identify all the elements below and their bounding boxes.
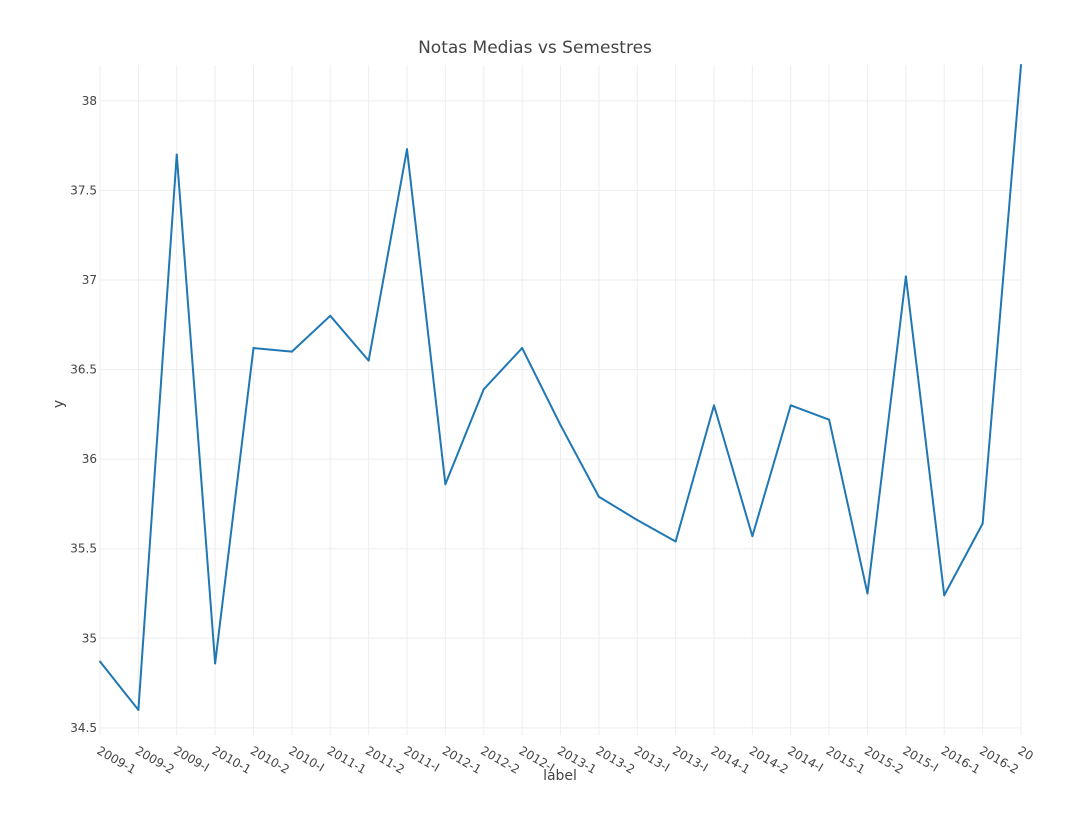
x-tick-label: 2016-2 (977, 743, 1021, 776)
x-tick-label: 2011-I (402, 743, 442, 774)
data-point (904, 275, 907, 278)
x-tick-label: 2013-I (632, 743, 672, 774)
data-point (444, 483, 447, 486)
y-tick-label: 35 (82, 631, 97, 645)
data-point (597, 495, 600, 498)
x-tick-label: 2012-1 (440, 743, 484, 776)
x-axis-title: label (543, 768, 577, 784)
x-tick-label: 2015-1 (824, 743, 868, 776)
y-axis-title: y (51, 400, 67, 408)
x-tick-label: 2015-2 (862, 743, 906, 776)
chart-title: Notas Medias vs Semestres (418, 38, 652, 58)
y-tick-label: 35.5 (70, 542, 97, 556)
data-point (559, 424, 562, 427)
x-tick-label: 2010-I (286, 743, 326, 774)
data-point (214, 662, 217, 665)
data-point (290, 350, 293, 353)
x-tick-label: 2013-2 (593, 743, 637, 776)
y-tick-label: 34.5 (70, 721, 97, 735)
x-tick-label: 2009-1 (95, 743, 139, 776)
data-point (406, 148, 408, 151)
y-tick-label: 36.5 (70, 363, 97, 377)
data-point (636, 519, 639, 522)
data-point (482, 388, 485, 391)
data-point (828, 418, 831, 421)
data-point (329, 314, 332, 317)
x-tick-label: 2016-1 (939, 743, 983, 776)
data-point (521, 347, 524, 350)
x-tick-label: 2015-I (900, 743, 940, 774)
x-tick-label: 2014-2 (747, 743, 791, 776)
x-tick-label: 2009-I (171, 743, 211, 774)
data-point (981, 522, 984, 525)
x-tick-label: 2010-1 (210, 743, 254, 776)
data-point (175, 153, 178, 156)
x-tick-label: 2011-2 (363, 743, 407, 776)
y-tick-label: 37 (82, 273, 97, 287)
data-point (137, 708, 140, 711)
data-point (751, 535, 754, 538)
x-tick-label: 2010-2 (248, 743, 292, 776)
y-tick-labels: 34.5 35 35.5 36 36.5 37 37.5 38 (70, 94, 97, 735)
data-point (1020, 64, 1022, 66)
x-tick-label: 2014-1 (709, 743, 753, 776)
data-point (674, 540, 677, 543)
x-tick-label: 2009-2 (133, 743, 177, 776)
y-tick-label: 37.5 (70, 183, 97, 197)
data-point (713, 404, 715, 407)
x-tick-label: 20 (1016, 743, 1036, 763)
x-gridlines (99, 65, 1022, 735)
data-point (866, 592, 869, 595)
x-tick-label: 2012-2 (478, 743, 522, 776)
data-point (252, 347, 255, 350)
x-tick-label: 2014-I (785, 743, 825, 774)
y-tick-label: 36 (82, 452, 97, 466)
series-group (99, 64, 1022, 711)
x-tick-label: 2011-1 (325, 743, 369, 776)
data-point (99, 660, 101, 663)
data-point (943, 594, 946, 597)
x-tick-label: 2013-I (670, 743, 710, 774)
data-point (367, 359, 370, 362)
y-tick-label: 38 (82, 94, 97, 108)
data-point (789, 404, 792, 407)
